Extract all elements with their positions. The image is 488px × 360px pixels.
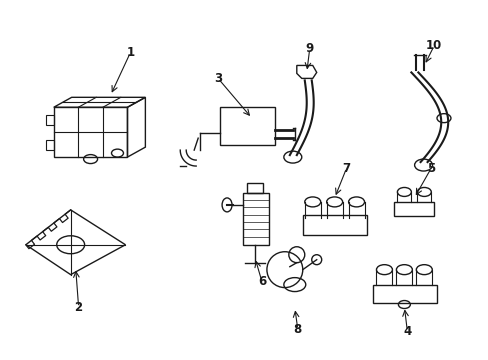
Text: 9: 9: [305, 42, 313, 55]
Text: 7: 7: [342, 162, 350, 175]
Text: 10: 10: [425, 39, 442, 52]
Text: 1: 1: [126, 46, 134, 59]
Text: 6: 6: [257, 275, 265, 288]
Text: 3: 3: [214, 72, 222, 85]
Text: 4: 4: [403, 325, 411, 338]
Text: 5: 5: [427, 162, 434, 175]
Text: 8: 8: [293, 323, 301, 336]
Text: 2: 2: [75, 301, 82, 314]
